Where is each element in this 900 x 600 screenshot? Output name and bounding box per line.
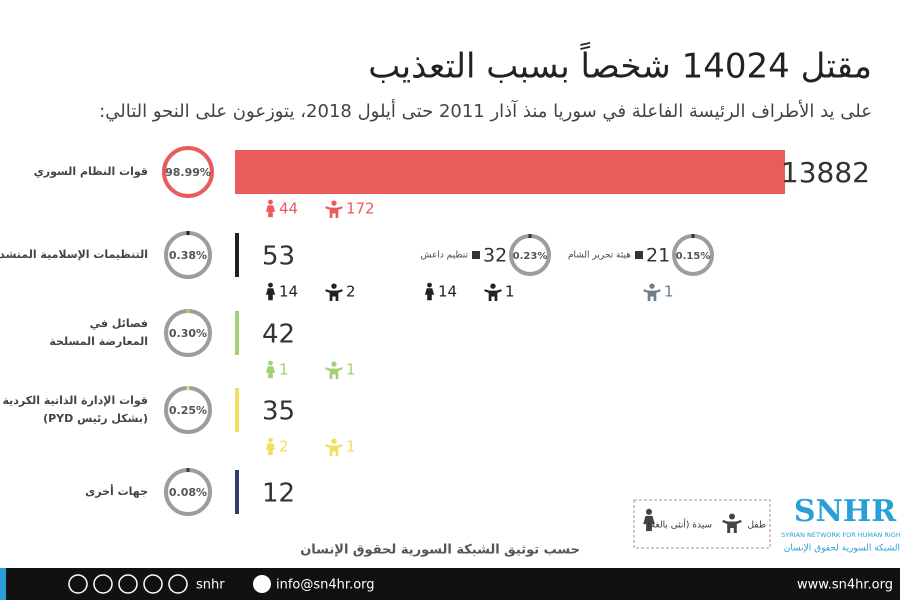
woman-icon xyxy=(424,282,435,301)
child-icon xyxy=(325,438,343,456)
footer-website: www.sn4hr.org xyxy=(797,578,893,593)
row-total: 42 xyxy=(262,320,295,350)
child-icon xyxy=(325,200,343,218)
women-count: 44 xyxy=(279,200,298,218)
logo-english: SYRIAN NETWORK FOR HUMAN RIGHTS xyxy=(781,531,900,539)
women-count: 14 xyxy=(438,283,457,301)
row-label: المعارضة المسلحة xyxy=(49,335,148,348)
woman-icon xyxy=(265,437,276,456)
source: حسب توثيق الشبكة السورية لحقوق الإنسان xyxy=(300,543,580,558)
percent-label: 0.15% xyxy=(676,251,711,262)
legend-box xyxy=(633,499,771,549)
sub-label: هيئة تحرير الشام xyxy=(568,251,631,261)
footer-email: info@sn4hr.org xyxy=(276,578,375,593)
row-label: (بشكل رئيس PYD) xyxy=(43,412,148,425)
row-marker xyxy=(235,388,239,432)
child-icon xyxy=(325,361,343,379)
women-count: 2 xyxy=(279,438,289,456)
woman-icon xyxy=(265,199,276,218)
legend-woman: سيدة (أنثى بالغة) xyxy=(647,519,712,531)
title: مقتل 14024 شخصاً بسبب التعذيب xyxy=(368,41,872,86)
row-label: قوات الإدارة الذاتية الكردية xyxy=(2,394,148,407)
percent-label: 0.08% xyxy=(169,486,207,499)
footer-handle: snhr xyxy=(196,578,225,593)
children-count: 1 xyxy=(346,438,356,456)
sub-marker xyxy=(472,251,480,259)
child-icon xyxy=(643,283,661,301)
social-icons xyxy=(68,574,188,594)
percent-ring xyxy=(162,146,214,198)
row-marker xyxy=(235,311,239,355)
sub-marker xyxy=(635,251,643,259)
sub-label: تنظيم داعش xyxy=(420,251,468,261)
row-marker xyxy=(235,233,239,277)
woman-icon xyxy=(265,360,276,379)
percent-label: 0.38% xyxy=(169,249,207,262)
row-total: 53 xyxy=(262,242,295,272)
percent-label: 98.99% xyxy=(165,166,211,179)
children-count: 1 xyxy=(346,361,356,379)
sub-total: 32 xyxy=(483,245,507,267)
row-label: فصائل في xyxy=(90,317,148,330)
row-label: التنظيمات الإسلامية المتشددة xyxy=(0,248,148,261)
women-count: 14 xyxy=(279,283,298,301)
legend-child: طفل xyxy=(747,521,766,531)
bar xyxy=(235,150,785,194)
email-icon xyxy=(253,575,271,593)
percent-label: 0.23% xyxy=(513,251,548,262)
children-count: 172 xyxy=(346,200,375,218)
row-label: جهات أخرى xyxy=(85,484,148,498)
child-icon xyxy=(325,283,343,301)
logo-arabic: الشبكة السورية لحقوق الإنسان xyxy=(784,544,900,554)
row-label: قوات النظام السوري xyxy=(34,165,148,178)
logo-name: SNHR xyxy=(794,494,897,529)
row-marker xyxy=(235,470,239,514)
footer-bar xyxy=(0,568,900,600)
child-icon xyxy=(484,283,502,301)
legend-child-icon xyxy=(722,513,742,533)
children-count: 2 xyxy=(346,283,356,301)
row-total: 13882 xyxy=(781,156,870,189)
children-count: 1 xyxy=(664,283,674,301)
sub-total: 21 xyxy=(646,245,670,267)
percent-label: 0.25% xyxy=(169,404,207,417)
children-count: 1 xyxy=(505,283,515,301)
women-count: 1 xyxy=(279,361,289,379)
percent-label: 0.30% xyxy=(169,327,207,340)
woman-icon xyxy=(265,282,276,301)
row-total: 12 xyxy=(262,479,295,509)
row-total: 35 xyxy=(262,397,295,427)
subtitle: على يد الأطراف الرئيسة الفاعلة في سوريا … xyxy=(99,99,872,122)
footer-accent xyxy=(0,568,6,600)
